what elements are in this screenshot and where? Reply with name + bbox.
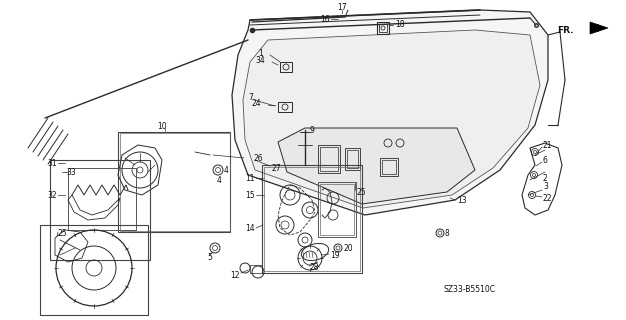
Bar [50, 160, 150, 260]
Bar [264, 167, 360, 271]
Text: 34: 34 [255, 55, 265, 65]
Polygon shape [232, 10, 548, 215]
Text: 25: 25 [357, 188, 367, 196]
Bar [320, 184, 354, 235]
Bar [262, 165, 362, 273]
Bar [345, 148, 360, 170]
Text: 6: 6 [543, 156, 548, 164]
Bar [118, 132, 230, 232]
Bar [68, 168, 136, 230]
Text: 4: 4 [217, 175, 222, 185]
Text: 14: 14 [245, 223, 255, 233]
Bar [318, 182, 356, 237]
Text: 10: 10 [157, 122, 167, 131]
Bar [320, 147, 338, 171]
Polygon shape [243, 30, 540, 208]
Bar [120, 133, 230, 231]
Text: 24: 24 [252, 99, 261, 108]
Bar [318, 145, 340, 173]
Bar [379, 24, 387, 32]
Text: 26: 26 [253, 154, 263, 163]
Text: 16: 16 [321, 14, 330, 23]
Bar [380, 158, 398, 176]
Text: 7: 7 [248, 92, 253, 101]
Text: 12: 12 [230, 270, 240, 279]
Text: 11: 11 [245, 173, 255, 182]
Text: 20: 20 [344, 244, 354, 252]
Text: 13: 13 [457, 196, 466, 204]
Bar [40, 225, 148, 315]
Text: 21: 21 [543, 140, 553, 149]
Text: 28: 28 [310, 263, 319, 273]
Text: 31: 31 [48, 158, 57, 167]
Text: FR.: FR. [558, 26, 574, 35]
Bar [280, 62, 292, 72]
Text: 9: 9 [310, 125, 315, 134]
Bar [278, 102, 292, 112]
Text: 5: 5 [208, 253, 212, 262]
Text: 25: 25 [57, 228, 66, 237]
Text: 32: 32 [48, 190, 57, 199]
Bar [382, 160, 396, 174]
Text: 17: 17 [337, 3, 347, 12]
Polygon shape [590, 22, 608, 34]
Text: 3: 3 [543, 181, 548, 190]
Polygon shape [278, 128, 475, 204]
Bar [377, 22, 389, 34]
Text: 1: 1 [259, 49, 263, 58]
Text: 8: 8 [445, 228, 449, 237]
Text: 33: 33 [66, 167, 76, 177]
Text: 22: 22 [543, 194, 553, 203]
Text: 19: 19 [330, 251, 340, 260]
Text: 27: 27 [272, 164, 282, 172]
Bar [347, 150, 358, 168]
Text: 4: 4 [224, 165, 229, 174]
Bar [250, 265, 262, 273]
Text: SZ33-B5510C: SZ33-B5510C [444, 285, 496, 294]
Text: 18: 18 [395, 20, 404, 28]
Text: 2: 2 [543, 173, 548, 182]
Text: 15: 15 [245, 190, 255, 199]
